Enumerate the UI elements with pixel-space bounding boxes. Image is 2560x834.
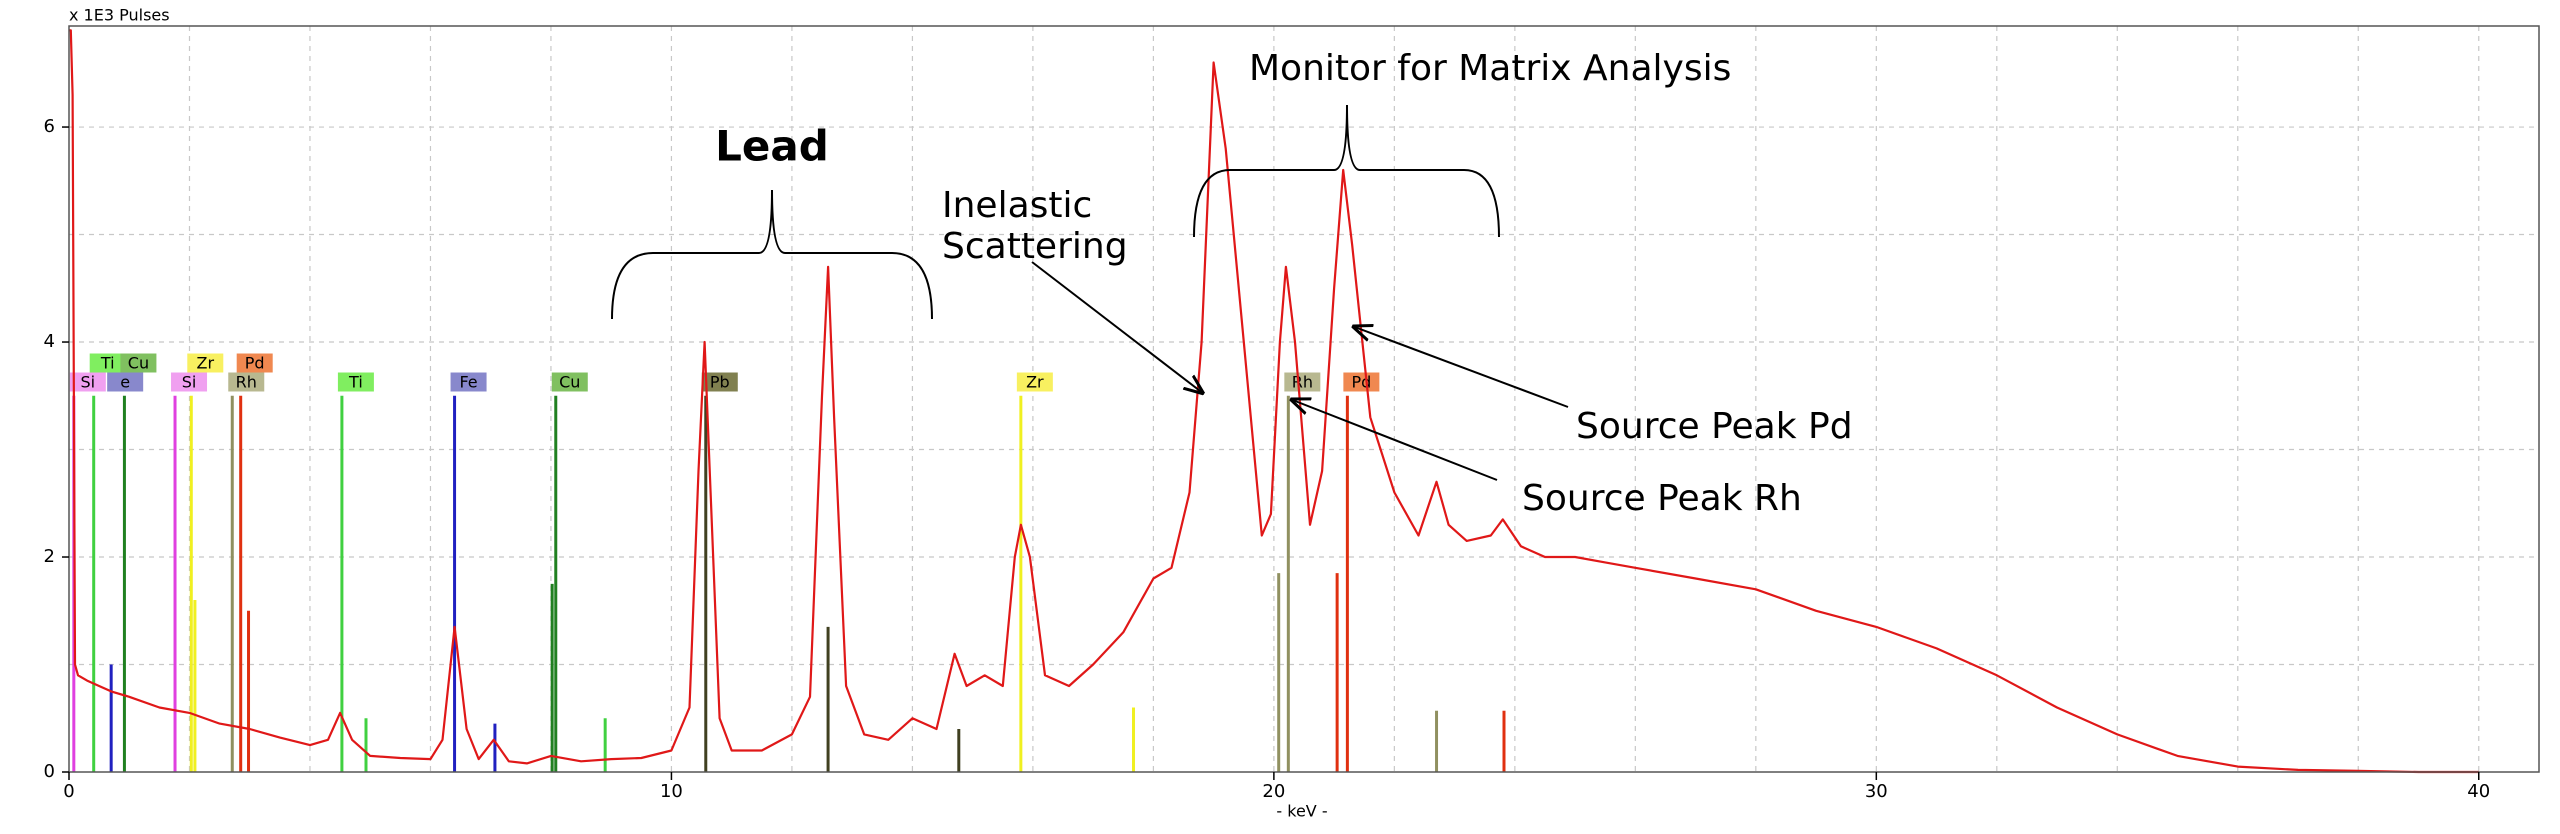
x-axis-label: - keV -: [1276, 802, 1327, 821]
element-label: e: [107, 372, 144, 392]
element-label-text: Zr: [197, 354, 215, 373]
x-tick-label: 30: [1865, 781, 1888, 802]
annotation: Source Peak Rh: [1522, 478, 1802, 519]
element-label: Pb: [701, 372, 738, 392]
element-label-box: [228, 372, 265, 392]
element-label-box: [1284, 372, 1321, 392]
element-label: Ti: [89, 353, 126, 373]
axes: 0 10 20 30 40 0 2 4 6: [44, 116, 2491, 802]
element-label-box: [450, 372, 487, 392]
series: [69, 29, 2479, 774]
element-label-text: Si: [182, 373, 197, 392]
annotation: Scattering: [942, 226, 1128, 267]
x-tick-label: 20: [1262, 781, 1285, 802]
y-tick-label: 6: [44, 116, 55, 137]
element-label-text: Rh: [1292, 373, 1313, 392]
arrow: [1352, 326, 1569, 408]
element-label-box: [187, 353, 224, 373]
y-tick-label: 0: [44, 761, 55, 782]
element-label-text: Rh: [236, 373, 257, 392]
element-label: Zr: [1016, 372, 1053, 392]
spectrum-line: [69, 29, 2479, 774]
lead-bracket: [611, 189, 933, 320]
element-label-box: [1016, 372, 1053, 392]
element-label-text: Fe: [459, 373, 477, 392]
element-label: Si: [171, 372, 208, 392]
element-label: Rh: [228, 372, 265, 392]
element-label-box: [171, 372, 208, 392]
element-label-text: Ti: [348, 373, 363, 392]
element-label: Pd: [236, 353, 273, 373]
x-tick-label: 10: [660, 781, 683, 802]
element-label: Fe: [450, 372, 487, 392]
grid: [69, 26, 2539, 772]
annotation: Monitor for Matrix Analysis: [1249, 48, 1731, 89]
y-tick-label: 2: [44, 546, 55, 567]
element-label: Ti: [337, 372, 374, 392]
element-label-text: Pb: [710, 373, 730, 392]
arrow: [1290, 399, 1498, 481]
element-label-text: Si: [81, 373, 96, 392]
monitor-bracket: [1193, 104, 1500, 238]
element-label: Zr: [187, 353, 224, 373]
y-tick-label: 4: [44, 331, 55, 352]
element-label-box: [236, 353, 273, 373]
element-label-box: [69, 372, 106, 392]
annotation: Source Peak Pd: [1576, 406, 1853, 447]
arrow: [1031, 261, 1204, 394]
y-axis-label: x 1E3 Pulses: [69, 6, 170, 25]
element-label-text: Zr: [1026, 373, 1044, 392]
element-label-text: Cu: [559, 373, 580, 392]
element-label-box: [551, 372, 588, 392]
x-tick-label: 0: [63, 781, 74, 802]
element-label-text: e: [120, 373, 130, 392]
element-label: Rh: [1284, 372, 1321, 392]
element-label-box: [337, 372, 374, 392]
element-label-box: [701, 372, 738, 392]
element-label-box: [107, 372, 144, 392]
plot-frame: [68, 25, 2540, 773]
element-label-box: [120, 353, 157, 373]
element-label: Pd: [1343, 372, 1380, 392]
element-label-text: Pd: [245, 354, 265, 373]
element-label-text: Cu: [128, 354, 149, 373]
x-tick-label: 40: [2467, 781, 2490, 802]
element-label: Si: [69, 372, 106, 392]
annotation: Lead: [715, 122, 829, 171]
element-label-text: Ti: [100, 354, 115, 373]
element-label-box: [1343, 372, 1380, 392]
element-label-box: [89, 353, 126, 373]
element-label: Cu: [551, 372, 588, 392]
element-label: Cu: [120, 353, 157, 373]
annotation: Inelastic: [942, 185, 1092, 226]
